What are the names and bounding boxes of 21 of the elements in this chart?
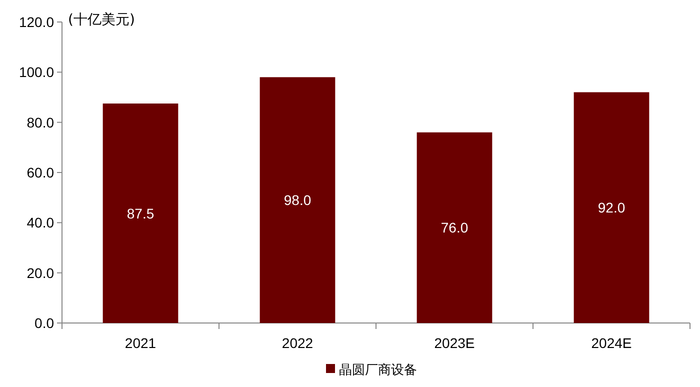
y-tick-label: 60.0 (26, 164, 54, 180)
data-label: 76.0 (440, 220, 468, 236)
y-tick-label: 40.0 (26, 214, 54, 231)
bar (416, 132, 492, 323)
y-tick-label: 20.0 (26, 264, 54, 281)
y-tick-label: 100.0 (18, 64, 54, 80)
bar (102, 104, 178, 323)
data-label: 92.0 (598, 200, 626, 216)
bar (574, 92, 650, 323)
x-tick-label: 2022 (282, 335, 314, 351)
x-tick-label: 2023E (434, 335, 475, 351)
y-tick-label: 0.0 (34, 315, 54, 331)
y-tick-label: 80.0 (26, 114, 54, 130)
y-axis-title: (十亿美元) (68, 12, 135, 28)
x-tick-label: 2021 (124, 335, 156, 351)
data-label: 98.0 (284, 192, 312, 208)
x-tick-label: 2024E (591, 335, 632, 351)
data-label: 87.5 (126, 205, 154, 222)
bar (260, 77, 336, 323)
legend-label: 晶圆厂商设备 (339, 363, 417, 378)
y-tick-label: 120.0 (18, 14, 54, 30)
